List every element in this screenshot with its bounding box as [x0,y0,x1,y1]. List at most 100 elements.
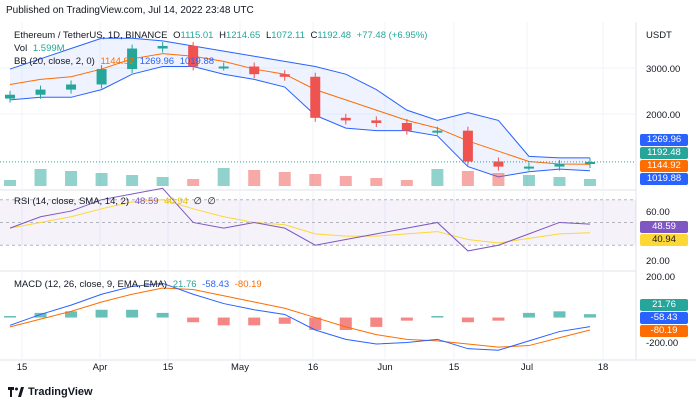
candle-body [66,84,77,90]
time-tick: 15 [448,362,460,373]
time-tick: 15 [162,362,174,373]
footer-brand: TradingView [8,386,93,398]
macd-histogram-bar [278,317,291,324]
bb-lower-value: 1019.88 [179,56,215,67]
candle-body [218,66,229,69]
rsi-label: RSI (14, close, SMA, 14, 2) [14,196,130,207]
macd-tick-200: 200.00 [646,272,676,283]
rsi-sma-value: 40.94 [164,196,188,207]
time-tick: 15 [16,362,28,373]
volume-bar [187,179,200,186]
macd-signal-line [9,287,591,348]
main-legend: Ethereum / TetherUS, 1D, BINANCE O1115.0… [14,30,430,41]
published-caption: Published on TradingView.com, Jul 14, 20… [6,5,254,16]
price-change: +77.48 (+6.95%) [356,30,428,41]
macd-histogram-bar [400,317,413,321]
macd-histogram-bar [156,312,169,318]
brand-label: TradingView [28,386,93,398]
time-tick: Jun [377,362,393,373]
macd-label: MACD (12, 26, close, 9, EMA, EMA) [14,279,168,290]
candle-body [188,45,199,67]
volume-bar [553,177,566,186]
ohlc-close: C1192.48 [310,30,352,41]
price-tick-3000: 3000.00 [646,64,681,75]
volume-bar [584,179,596,186]
macd-hist-value: 21.76 [172,279,197,290]
volume-value: 1.599M [32,43,65,54]
volume-bar [65,171,78,186]
tradingview-logo-icon [8,387,24,397]
macd-histogram-bar [553,311,566,318]
bb-label: BB (20, close, 2, 0) [14,56,95,67]
macd-histogram-bar [248,317,261,326]
chart-background [0,22,696,360]
volume-legend: Vol 1.599M [14,43,68,54]
volume-bar [217,168,230,186]
volume-bar [248,170,261,186]
rsi-legend: RSI (14, close, SMA, 14, 2) 48.59 40.94 … [14,196,219,207]
currency-label: USDT [646,30,672,41]
volume-bar [339,176,352,186]
candle-body [279,74,290,77]
ohlc-high: H1214.65 [219,30,261,41]
macd-histogram-bar [217,317,230,326]
bb-legend: BB (20, close, 2, 0) 1144.92 1269.96 101… [14,56,217,67]
macd-value: -58.43 [202,279,230,290]
macd-histogram-bar [34,312,47,318]
macd-histogram-bar [461,317,474,323]
rsi-tick-20: 20.00 [646,256,670,267]
candle-body [585,161,595,165]
macd-signal-tag: -80.19 [640,325,688,337]
price-tick-2000: 2000.00 [646,110,681,121]
macd-histogram-bar [370,317,383,327]
candle-body [462,130,473,162]
rsi-line [9,187,591,252]
volume-bar [431,169,444,186]
time-tick: 16 [307,362,319,373]
bb-basis-value: 1144.92 [100,56,135,67]
volume-bar [492,173,505,186]
candle-body [371,120,382,123]
macd-tag: -58.43 [640,312,688,324]
candle-body [249,66,260,75]
macd-histogram-bar [187,317,200,323]
bb-upper-value: 1269.96 [139,56,175,67]
close-price-tag: 1192.48 [640,147,688,159]
candle-body [5,94,15,99]
volume-bar [34,169,47,186]
candle-body [35,89,46,95]
macd-legend: MACD (12, 26, close, 9, EMA, EMA) 21.76 … [14,279,265,290]
volume-bar [278,172,291,186]
volume-bar [400,180,413,186]
macd-histogram-bar [522,312,535,318]
candle-body [127,48,138,70]
candle-body [96,69,107,85]
macd-histogram-bar [492,317,505,321]
macd-hist-tag: 21.76 [640,299,688,311]
volume-bar [370,178,383,186]
macd-histogram-bar [126,309,139,318]
candle-body [310,76,321,118]
bb-upper-tag: 1269.96 [640,134,688,146]
rsi-sma-tag: 40.94 [640,234,688,246]
bb-basis-tag: 1144.92 [640,160,688,172]
macd-histogram-bar [95,309,108,318]
candle-body [554,164,565,167]
candle-body [493,161,504,167]
candle-body [432,130,443,133]
volume-bar [95,173,108,186]
volume-bar [126,175,139,186]
candle-body [401,122,412,131]
macd-histogram-bar [584,314,596,318]
rsi-tag: 48.59 [640,221,688,233]
time-tick: May [231,362,249,373]
rsi-extra-1: ∅ [193,196,202,207]
time-tick: Jul [520,362,534,373]
candle-body [523,166,534,169]
ohlc-low: L1072.11 [265,30,305,41]
candle-body [340,117,351,121]
rsi-extra-2: ∅ [207,196,216,207]
bb-upper-line [9,37,591,159]
macd-signal-value: -80.19 [234,279,262,290]
